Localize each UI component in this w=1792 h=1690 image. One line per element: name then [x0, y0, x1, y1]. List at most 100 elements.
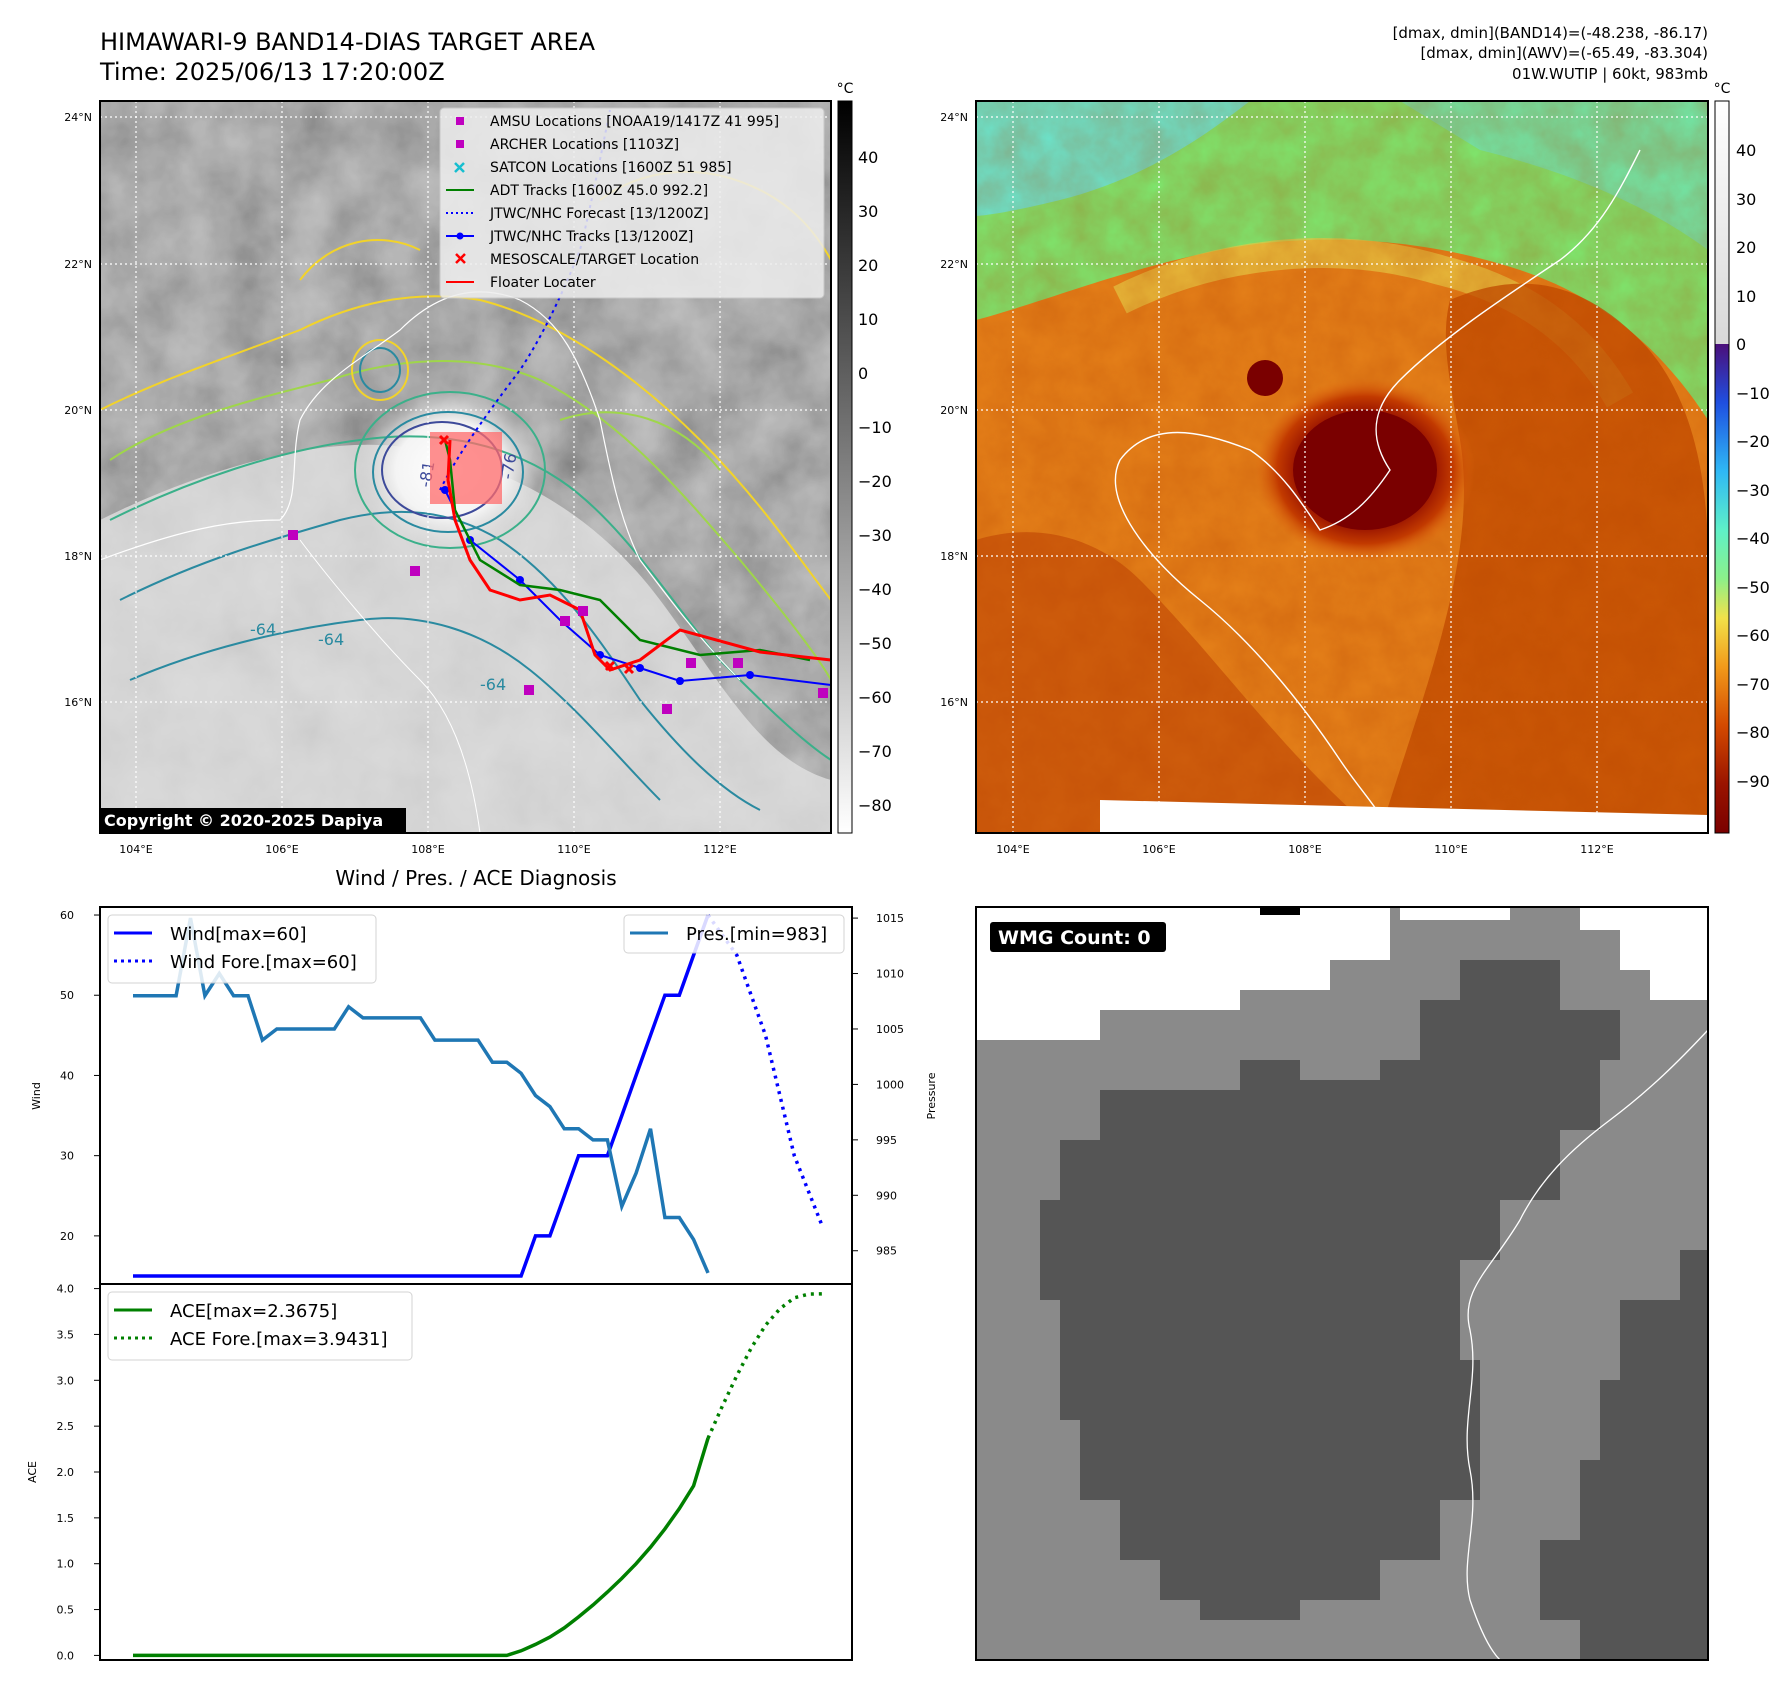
wmg-edge-artifact [1260, 907, 1300, 915]
pressure-ytick-label: 985 [876, 1245, 897, 1258]
wv-colorbar-frame [1714, 100, 1730, 834]
wv-cb-m90: −90 [1736, 772, 1770, 791]
ir-lon-108: 108°E [411, 843, 444, 856]
wv-cb-m30: −30 [1736, 481, 1770, 500]
figure-title: HIMAWARI-9 BAND14-DIAS TARGET AREA [100, 28, 596, 56]
legend-jtwc-label: JTWC/NHC Tracks [13/1200Z] [489, 229, 693, 245]
wv-coastline [1114, 149, 1641, 833]
ir-lat-22: 22°N [64, 258, 92, 271]
ir-lon-106: 106°E [265, 843, 298, 856]
wv-lon-110: 110°E [1434, 843, 1467, 856]
ace-legend: ACE[max=2.3675] ACE Fore.[max=3.9431] [107, 1291, 413, 1361]
ir-cb-m30: −30 [858, 526, 892, 545]
copyright-text: Copyright © 2020-2025 Dapiya [104, 811, 383, 830]
ace-legend-box [107, 1291, 413, 1361]
wv-cb-m50: −50 [1736, 578, 1770, 597]
ir-lat-16: 16°N [64, 696, 92, 709]
ir-cb-m70: −70 [858, 742, 892, 761]
info-awv: [dmax, dmin](AWV)=(-65.49, -83.304) [1420, 44, 1708, 62]
pressure-legend: Pres.[min=983] [623, 914, 845, 954]
wv-cb-0: 0 [1736, 335, 1746, 354]
ir-cloud-shield [100, 444, 831, 833]
legend-amsu-label: AMSU Locations [NOAA19/1417Z 41 995] [490, 114, 779, 130]
legend-pressure-label: Pres.[min=983] [686, 924, 827, 945]
legend-ace-fore-label: ACE Fore.[max=3.9431] [170, 1329, 388, 1350]
legend-archer-label: ARCHER Locations [1103Z] [490, 137, 679, 153]
wind-ytick-label: 40 [60, 1069, 74, 1082]
wind-ytick-label: 50 [60, 989, 74, 1002]
ir-cb-0: 0 [858, 364, 868, 383]
floater-track [446, 439, 831, 672]
wv-lon-104: 104°E [996, 843, 1029, 856]
ir-map-frame [99, 100, 832, 834]
ace-ytick-label: 4.0 [57, 1283, 75, 1296]
ir-colorbar-ticks: 40 30 20 10 0 −10 −20 −30 −40 −50 −60 −7… [858, 148, 892, 815]
amsu-archer-markers [288, 530, 828, 714]
wmg-coastline [1466, 1029, 1708, 1660]
wind-pressure-panel: Wind / Pres. / ACE Diagnosis 2030405060 … [30, 866, 938, 1285]
wmg-frame [975, 906, 1709, 1661]
wv-cb-40: 40 [1736, 141, 1756, 160]
wv-lat-24: 24°N [940, 111, 968, 124]
ace-series-group [133, 1292, 824, 1658]
wv-cb-30: 30 [1736, 190, 1756, 209]
figure-time: Time: 2025/06/13 17:20:00Z [99, 58, 445, 86]
ir-legend: AMSU Locations [NOAA19/1417Z 41 995] ARC… [439, 107, 825, 299]
ir-cb-m50: −50 [858, 634, 892, 653]
wind-series-line-2 [133, 917, 710, 1274]
ir-cb-m40: −40 [858, 580, 892, 599]
legend-target-marker [455, 253, 466, 264]
ace-ytick-label: 2.5 [57, 1420, 75, 1433]
legend-ace-label: ACE[max=2.3675] [170, 1301, 337, 1322]
ir-cb-20: 20 [858, 256, 878, 275]
wv-lat-labels: 24°N 22°N 20°N 18°N 16°N [940, 111, 968, 709]
legend-satcon-label: SATCON Locations [1600Z 51 985] [490, 160, 732, 176]
ir-lon-labels: 104°E 106°E 108°E 110°E 112°E [119, 843, 736, 856]
ir-cb-m60: −60 [858, 688, 892, 707]
wv-colorbar-unit: °C [1714, 81, 1731, 97]
wv-map-frame [975, 100, 1709, 834]
legend-adt-label: ADT Tracks [1600Z 45.0 992.2] [490, 183, 708, 199]
legend-forecast-label: JTWC/NHC Forecast [13/1200Z] [489, 206, 709, 222]
ir-legend-box [439, 107, 825, 299]
wv-colorbar-ticks: 40 30 20 10 0 −10 −20 −30 −40 −50 −60 −7… [1736, 141, 1770, 791]
wv-lon-labels: 104°E 106°E 108°E 110°E 112°E [996, 843, 1613, 856]
ace-ytick-label: 1.5 [57, 1512, 75, 1525]
ir-cb-10: 10 [858, 310, 878, 329]
wind-ytick-label: 60 [60, 909, 74, 922]
contour-label-2: -76 [497, 452, 520, 481]
ir-colorbar-unit: °C [837, 81, 854, 97]
wind-ylabel: Wind [30, 1082, 43, 1110]
ir-cb-30: 30 [858, 202, 878, 221]
ir-cb-m10: −10 [858, 418, 892, 437]
ace-panel: 0.0 0.5 1.0 1.5 2.0 2.5 3.0 3.5 4.0 ACE ACE[max=… [26, 1283, 853, 1662]
ace-series-line-0 [133, 1437, 710, 1658]
pressure-ytick-label: 990 [876, 1189, 897, 1202]
wv-cb-m20: −20 [1736, 432, 1770, 451]
wind-ytick-label: 20 [60, 1230, 74, 1243]
legend-wind-label: Wind[max=60] [170, 924, 307, 945]
wv-cb-20: 20 [1736, 238, 1756, 257]
pressure-ytick-label: 1015 [876, 912, 904, 925]
contour-label-3: -64 [250, 620, 276, 639]
wv-lat-18: 18°N [940, 550, 968, 563]
ir-lat-24: 24°N [64, 111, 92, 124]
ir-colorbar [837, 100, 853, 834]
ir-lon-110: 110°E [557, 843, 590, 856]
wmg-label-box [990, 922, 1166, 952]
pressure-ytick-label: 995 [876, 1134, 897, 1147]
wv-cb-10: 10 [1736, 287, 1756, 306]
pressure-ytick-label: 1010 [876, 968, 904, 981]
ir-border [299, 539, 481, 833]
pressure-yticks: 985 990 995 1000 1005 1010 1015 [852, 912, 904, 1258]
ir-lat-labels: 24°N 22°N 20°N 18°N 16°N [64, 111, 92, 709]
pressure-legend-box [623, 914, 845, 954]
wv-storm-eye-region [1293, 410, 1437, 530]
wmg-cold-region-2 [1540, 1250, 1708, 1660]
legend-archer-marker [456, 140, 464, 148]
ace-ytick-label: 3.0 [57, 1374, 75, 1387]
ir-map-panel: -81 -76 -64 -64 -64 [64, 81, 892, 856]
ir-cb-m20: −20 [858, 472, 892, 491]
wv-swath-edge [1100, 800, 1708, 833]
